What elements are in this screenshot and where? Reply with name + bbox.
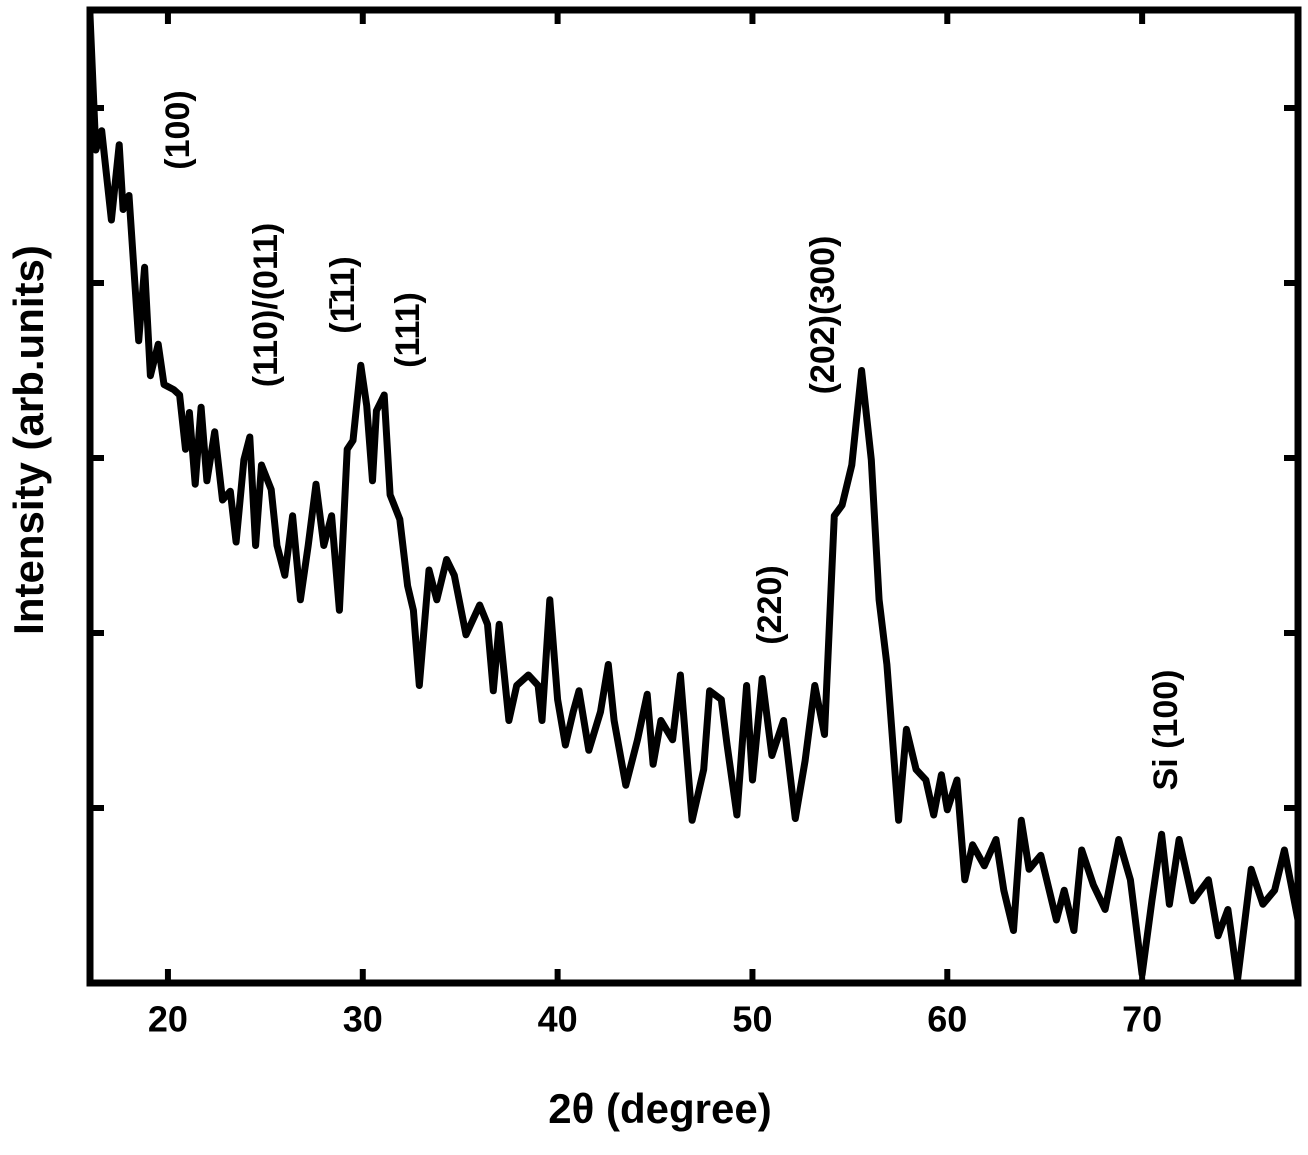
plot-frame	[86, 6, 1302, 987]
x-axis-label: 2θ (degree)	[548, 1085, 771, 1132]
x-tick-label: 30	[343, 999, 383, 1040]
peak-annotation: (111)	[389, 292, 427, 368]
x-tick-label: 60	[927, 999, 967, 1040]
data-line	[86, 15, 1302, 983]
peak-annotation: (202)(300)	[804, 236, 842, 395]
y-axis-label: Intensity (arb.units)	[5, 245, 52, 635]
peak-annotation: (110)/(011)	[247, 223, 285, 387]
x-tick-label: 40	[538, 999, 578, 1040]
peak-annotation: (100)	[159, 90, 197, 169]
x-tick-label: 50	[732, 999, 772, 1040]
peak-annotation: (1̄11)	[324, 256, 362, 334]
peak-annotation: (220)	[751, 565, 789, 644]
x-tick-label: 20	[148, 999, 188, 1040]
x-tick-label: 70	[1122, 999, 1162, 1040]
peak-annotation: Si (100)	[1147, 670, 1185, 791]
